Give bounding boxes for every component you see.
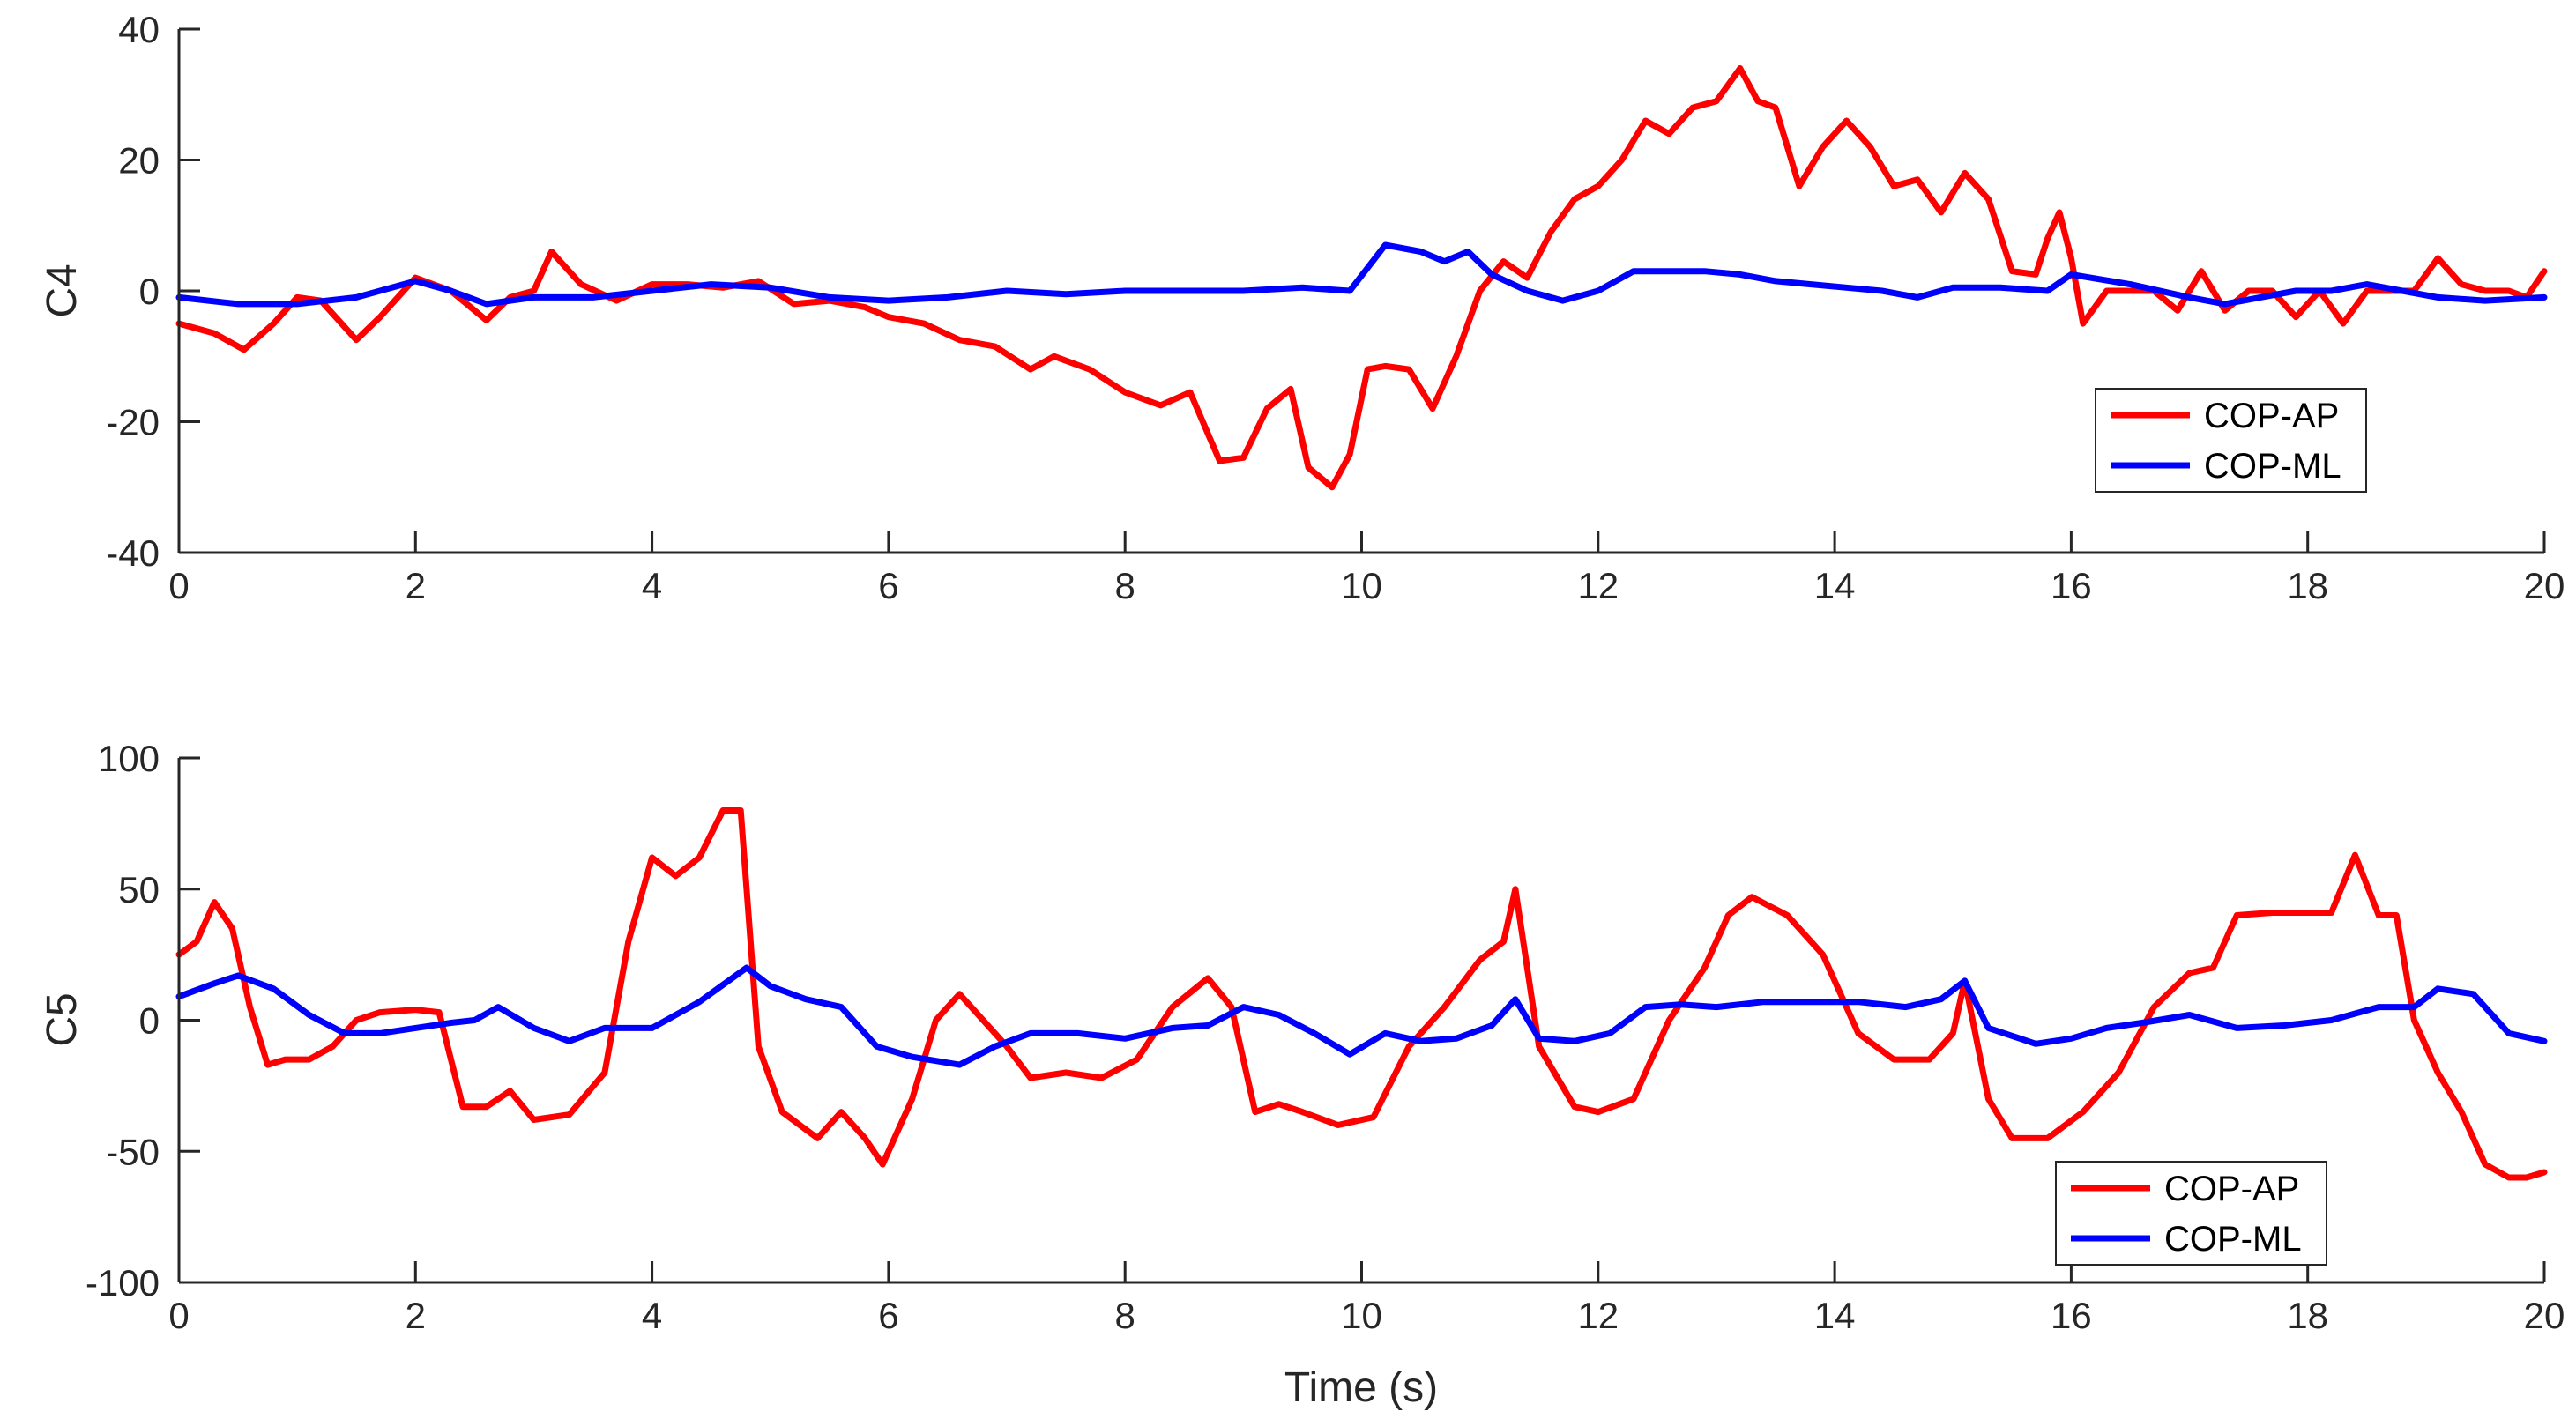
- x-tick-label: 18: [2287, 1295, 2328, 1336]
- series-line-cop-ap: [175, 807, 2548, 1181]
- x-tick-label: 4: [642, 565, 662, 606]
- legend-box: [2055, 1161, 2327, 1266]
- x-tick-label: 16: [2051, 565, 2092, 606]
- y-tick-label: -50: [106, 1131, 160, 1172]
- x-tick-label: 12: [1577, 1295, 1619, 1336]
- legend-box: [2095, 388, 2367, 493]
- x-tick-label: 6: [878, 1295, 898, 1336]
- y-axis-label: C4: [39, 264, 86, 317]
- x-tick-label: 16: [2051, 1295, 2092, 1336]
- x-tick-label: 20: [2524, 1295, 2565, 1336]
- series-layer: [175, 807, 2548, 1181]
- legend-label-cop-ml: COP-ML: [2204, 447, 2341, 486]
- x-ticks: 0 2 4 6 8 10 12 14 16 18 20: [168, 1261, 2565, 1336]
- legend-label-cop-ml: COP-ML: [2164, 1220, 2302, 1259]
- y-tick-label: 20: [118, 140, 160, 182]
- x-tick-label: 2: [406, 565, 426, 606]
- x-tick-label: 8: [1115, 565, 1135, 606]
- x-tick-label: 6: [878, 565, 898, 606]
- legend-label-cop-ap: COP-AP: [2204, 397, 2339, 435]
- subplot-c4: 0 2 4 6 8 10 12 14 16 18 20 -40 -20 0 20 40 C4 COP-AP …: [39, 9, 2565, 606]
- y-tick-label: 0: [139, 271, 160, 312]
- x-tick-label: 14: [1814, 565, 1856, 606]
- y-tick-label: 100: [98, 738, 160, 779]
- x-tick-label: 8: [1115, 1295, 1135, 1336]
- y-ticks: -40 -20 0 20 40: [106, 9, 200, 574]
- legend: COP-AP COP-ML: [2095, 388, 2367, 493]
- x-ticks: 0 2 4 6 8 10 12 14 16 18 20: [168, 531, 2565, 606]
- x-tick-label: 12: [1577, 565, 1619, 606]
- series-line-cop-ml: [175, 964, 2548, 1068]
- x-tick-label: 14: [1814, 1295, 1856, 1336]
- series-layer: [175, 65, 2548, 491]
- x-tick-label: 0: [168, 1295, 189, 1336]
- x-tick-label: 10: [1341, 1295, 1382, 1336]
- x-tick-label: 4: [642, 1295, 662, 1336]
- y-tick-label: 40: [118, 9, 160, 50]
- y-axis-label: C5: [39, 992, 86, 1046]
- x-axis-label: Time (s): [1284, 1364, 1438, 1411]
- y-tick-label: 50: [118, 869, 160, 910]
- subplot-c5: 0 2 4 6 8 10 12 14 16 18 20 -100 -50 0 50 100 C5 Time …: [39, 738, 2565, 1411]
- x-tick-label: 2: [406, 1295, 426, 1336]
- x-tick-label: 0: [168, 565, 189, 606]
- x-tick-label: 18: [2287, 565, 2328, 606]
- series-line-cop-ml: [175, 241, 2548, 308]
- y-tick-label: -20: [106, 402, 160, 443]
- y-ticks: -100 -50 0 50 100: [86, 738, 200, 1304]
- legend: COP-AP COP-ML: [2055, 1161, 2327, 1266]
- x-tick-label: 20: [2524, 565, 2565, 606]
- y-tick-label: -100: [86, 1262, 160, 1304]
- y-tick-label: -40: [106, 532, 160, 574]
- y-tick-label: 0: [139, 1000, 160, 1042]
- legend-label-cop-ap: COP-AP: [2164, 1170, 2299, 1208]
- x-tick-label: 10: [1341, 565, 1382, 606]
